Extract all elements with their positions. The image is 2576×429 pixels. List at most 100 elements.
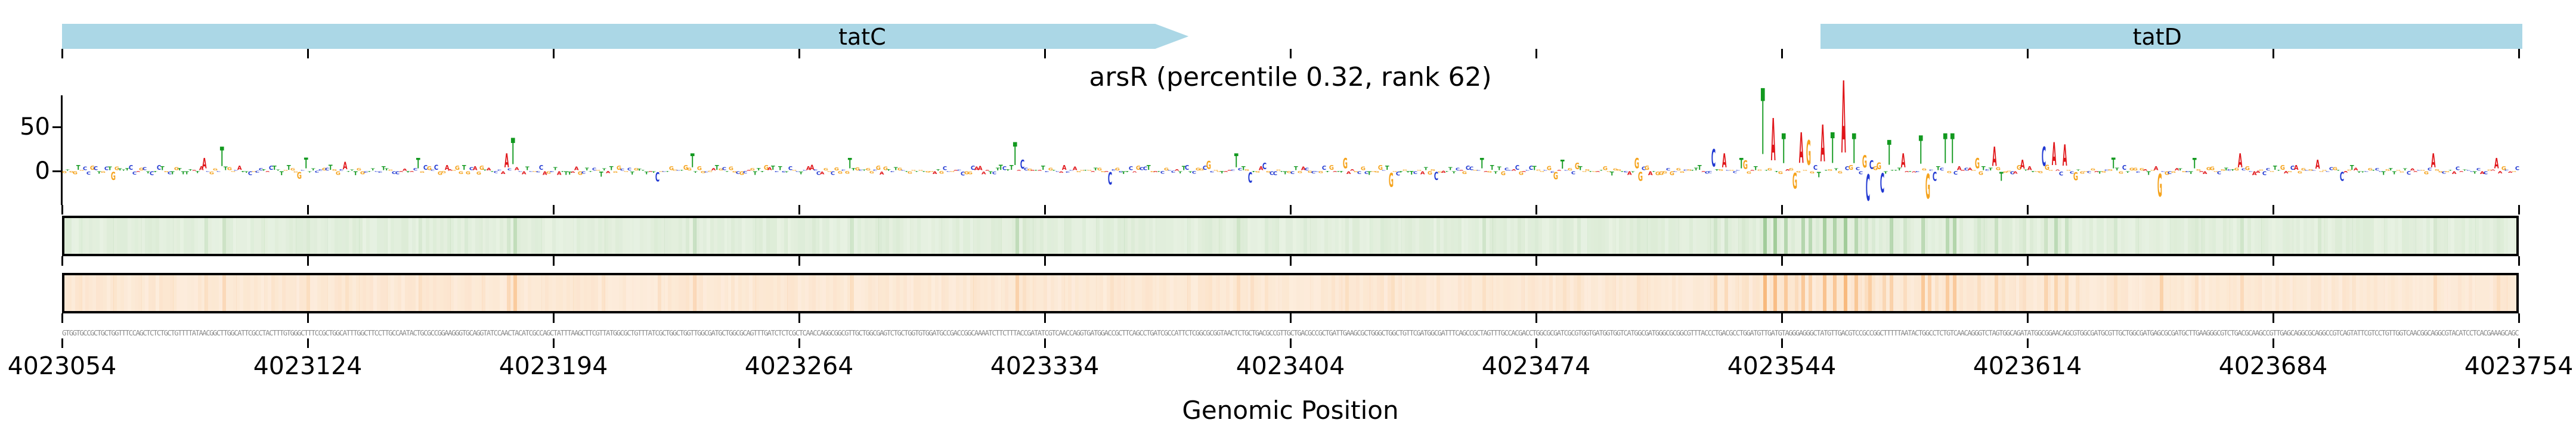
logo-letter: G: [1318, 170, 1324, 174]
logo-letter: G: [1585, 169, 1590, 172]
green-track-stripe: [2332, 218, 2336, 254]
logo-letter: A: [543, 170, 547, 176]
orange-track-stripe: [1128, 275, 1132, 311]
orange-track-stripe: [731, 275, 735, 311]
green-track-stripe: [1321, 218, 1325, 254]
green-track-stripe: [289, 218, 293, 254]
orange-track-stripe: [2156, 275, 2160, 311]
orange-track-stripe: [1513, 275, 1518, 311]
logo-letter: C: [1725, 170, 1730, 172]
orange-track-stripe: [1591, 275, 1595, 311]
orange-track-stripe: [2398, 275, 2402, 311]
green-track-stripe: [1141, 218, 1145, 254]
logo-letter: C: [858, 169, 863, 172]
green-track-stripe: [1436, 218, 1441, 254]
logo-letter: T: [1578, 165, 1583, 172]
orange-track-stripe: [2163, 275, 2167, 311]
logo-letter: G: [2066, 169, 2071, 172]
orange-track-stripe: [622, 275, 626, 311]
orange-track-stripe: [2447, 275, 2451, 311]
logo-letter: A: [2175, 167, 2179, 172]
orange-track-stripe: [1092, 275, 1097, 311]
orange-track-stripe: [566, 275, 570, 311]
orange-track-stripe: [78, 275, 82, 311]
green-track-stripe: [580, 218, 584, 254]
green-track-stripe: [398, 218, 402, 254]
green-track-stripe: [1682, 218, 1686, 254]
orange-track-stripe: [994, 275, 998, 311]
orange-track-stripe: [1984, 275, 1988, 311]
logo-letter: T: [273, 164, 277, 172]
green-track-stripe: [938, 218, 942, 254]
orange-track-stripe: [1857, 275, 1862, 311]
logo-letter: C: [539, 164, 544, 172]
logo-letter: C: [469, 166, 473, 172]
orange-track-stripe: [1868, 275, 1872, 311]
logo-letter: A: [1771, 105, 1776, 175]
orange-track-stripe: [2075, 275, 2079, 311]
logo-letter: T: [2076, 169, 2081, 172]
logo-letter: T: [76, 163, 80, 172]
orange-track-stripe: [1896, 275, 1900, 311]
logo-letter: G: [1213, 170, 1218, 172]
logo-letter: C: [1543, 170, 1547, 172]
logo-letter: G: [1809, 170, 1815, 175]
logo-letter: G: [1606, 170, 1611, 172]
green-track-stripe: [1493, 218, 1497, 254]
logo-letter: C: [301, 170, 305, 172]
logo-letter: G: [1416, 170, 1422, 172]
logo-letter: T: [1410, 170, 1414, 176]
green-track-stripe: [1517, 218, 1521, 254]
logo-letter: T: [1764, 170, 1769, 172]
x-axis-tick: [798, 313, 800, 323]
logo-letter: C: [150, 170, 154, 177]
orange-track-stripe: [773, 275, 777, 311]
green-track-stripe: [1787, 218, 1791, 254]
logo-letter: C: [2104, 169, 2109, 172]
green-track-stripe: [1068, 218, 1072, 254]
orange-track-stripe: [1671, 275, 1676, 311]
logo-letter: A: [1459, 170, 1464, 172]
green-track-stripe: [485, 218, 490, 254]
green-track-stripe: [1914, 218, 1918, 254]
logo-letter: C: [1143, 166, 1147, 172]
green-track-stripe: [1949, 218, 1953, 254]
logo-letter: T: [1178, 170, 1182, 175]
green-track-stripe: [1917, 218, 1921, 254]
orange-track-stripe: [780, 275, 784, 311]
orange-track-stripe: [1745, 275, 1750, 311]
logo-letter: G: [2034, 170, 2039, 172]
orange-track-stripe: [1429, 275, 1433, 311]
orange-track-stripe: [618, 275, 623, 311]
orange-track-stripe: [2082, 275, 2086, 311]
green-track-stripe: [159, 218, 163, 254]
green-track-stripe: [1359, 218, 1363, 254]
logo-letter: C: [2476, 167, 2481, 172]
logo-letter: T: [1094, 167, 1098, 172]
orange-track-stripe: [324, 275, 328, 311]
orange-track-stripe: [1096, 275, 1100, 311]
logo-letter: T: [1010, 164, 1014, 172]
logo-letter: C: [86, 170, 91, 176]
logo-letter: C: [1381, 170, 1386, 172]
orange-track-stripe: [1044, 275, 1048, 311]
green-track-stripe: [1896, 218, 1900, 254]
green-track-stripe: [2202, 218, 2206, 254]
green-track-stripe: [162, 218, 166, 254]
orange-track-stripe: [2401, 275, 2405, 311]
green-track-stripe: [1254, 218, 1258, 254]
x-axis-tick: [2272, 49, 2274, 58]
green-track-stripe: [1128, 218, 1132, 254]
orange-track-stripe: [527, 275, 531, 311]
orange-track-stripe: [934, 275, 939, 311]
orange-track-stripe: [1500, 275, 1504, 311]
orange-track-stripe: [1005, 275, 1009, 311]
green-track-stripe: [626, 218, 630, 254]
x-axis-tick: [1289, 256, 1292, 266]
green-track-stripe: [2384, 218, 2388, 254]
logo-letter: G: [2501, 164, 2506, 172]
green-track-stripe: [2135, 218, 2139, 254]
green-track-stripe: [2419, 218, 2423, 254]
logo-letter: A: [746, 170, 751, 172]
orange-track-stripe: [503, 275, 507, 311]
